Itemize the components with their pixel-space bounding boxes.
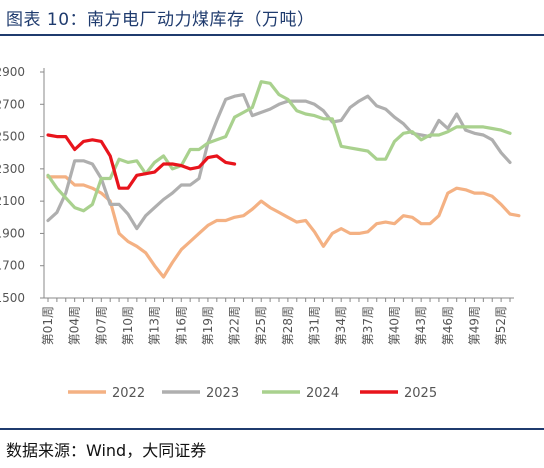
x-tick-label: 第07周 xyxy=(94,306,108,345)
x-tick-label: 第10周 xyxy=(121,306,135,345)
series-line-2025 xyxy=(46,133,237,190)
y-tick-label: 2300 xyxy=(0,162,25,176)
x-tick-label: 第01周 xyxy=(41,306,55,345)
source-divider xyxy=(0,428,544,430)
x-tick-label: 第04周 xyxy=(68,306,82,345)
y-tick-label: 1900 xyxy=(0,226,25,240)
x-tick-label: 第34周 xyxy=(334,306,348,345)
x-tick-label: 第13周 xyxy=(148,306,162,345)
y-tick-label: 1500 xyxy=(0,291,25,305)
x-tick-label: 第16周 xyxy=(174,306,188,345)
legend-label-2022: 2022 xyxy=(112,386,145,401)
x-tick-label: 第25周 xyxy=(254,306,268,345)
x-tick-label: 第46周 xyxy=(441,306,455,345)
y-tick-label: 2700 xyxy=(0,97,25,111)
y-tick-label: 2900 xyxy=(0,65,25,79)
chart-title: 图表 10：南方电厂动力煤库存（万吨） xyxy=(6,10,315,30)
x-tick-label: 第43周 xyxy=(414,306,428,345)
x-tick-label: 第40周 xyxy=(388,306,402,345)
x-tick-label: 第28周 xyxy=(281,306,295,345)
series-line-2022 xyxy=(46,175,521,279)
x-tick-label: 第37周 xyxy=(361,306,375,345)
y-tick-label: 1700 xyxy=(0,259,25,273)
series-line-2023 xyxy=(46,92,512,231)
series-line-2024 xyxy=(46,80,512,213)
x-tick-label: 第31周 xyxy=(308,306,322,345)
x-tick-label: 第22周 xyxy=(228,306,242,345)
x-tick-label: 第49周 xyxy=(467,306,481,345)
y-tick-label: 2500 xyxy=(0,130,25,144)
y-tick-label: 2100 xyxy=(0,194,25,208)
x-tick-label: 第19周 xyxy=(201,306,215,345)
title-divider xyxy=(0,34,544,36)
legend-label-2023: 2023 xyxy=(206,386,239,401)
legend-label-2024: 2024 xyxy=(306,386,339,401)
data-source: 数据来源：Wind，大同证券 xyxy=(6,441,207,460)
legend-label-2025: 2025 xyxy=(404,386,437,401)
x-tick-label: 第52周 xyxy=(494,306,508,345)
